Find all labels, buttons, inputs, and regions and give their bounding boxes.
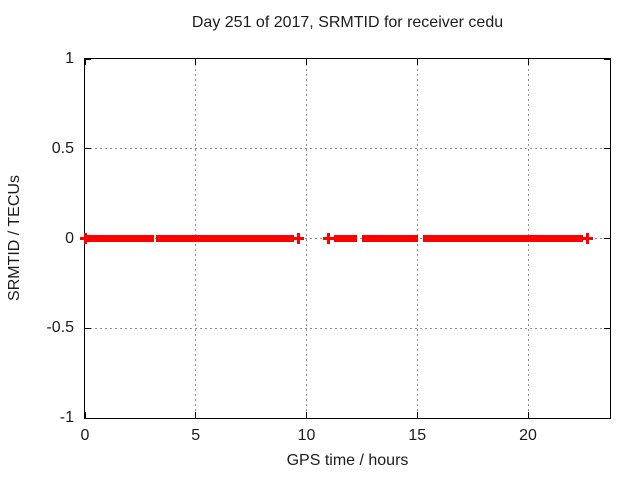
y-tick-label: 1: [65, 50, 74, 67]
data-segment: [85, 235, 154, 242]
plus-vertical-bar: [586, 233, 590, 244]
axis-tick: [604, 148, 610, 150]
axis-tick: [604, 417, 610, 419]
x-tick-label: 20: [519, 427, 537, 444]
axis-tick: [416, 412, 418, 418]
y-tick-label: 0: [65, 229, 74, 247]
axis-tick: [195, 412, 197, 418]
data-point-marker: [323, 233, 335, 244]
axis-tick: [527, 59, 529, 65]
axis-tick: [306, 59, 308, 65]
axis-tick: [84, 412, 86, 418]
axis-tick: [85, 417, 91, 419]
gridline-horizontal: [85, 148, 610, 150]
x-tick-label: 5: [191, 427, 201, 444]
axis-tick: [604, 58, 610, 60]
axis-tick: [416, 59, 418, 65]
plus-vertical-bar: [83, 233, 87, 244]
x-tick-label: 15: [408, 427, 427, 444]
axis-tick: [604, 327, 610, 329]
data-segment: [423, 235, 584, 242]
data-segment: [333, 235, 357, 242]
y-tick-label: -0.5: [46, 319, 74, 337]
x-tick-label: 0: [80, 427, 90, 444]
axis-tick: [84, 59, 86, 65]
data-point-marker: [293, 233, 305, 244]
data-point-marker: [582, 233, 594, 244]
axis-tick: [527, 412, 529, 418]
y-tick-label: -1: [59, 409, 74, 426]
gridline-horizontal: [85, 327, 610, 329]
data-segment: [155, 235, 295, 242]
axis-tick: [85, 58, 91, 60]
axis-tick: [306, 412, 308, 418]
plot-area: [79, 58, 611, 419]
axis-tick: [85, 148, 91, 150]
axis-tick: [195, 59, 197, 65]
axis-tick: [85, 327, 91, 329]
chart-title: Day 251 of 2017, SRMTID for receiver ced…: [191, 14, 504, 31]
data-segment: [361, 235, 419, 242]
axis-tick: [604, 238, 610, 239]
x-axis-label: GPS time / hours: [286, 452, 409, 469]
plus-vertical-bar: [327, 233, 331, 244]
x-tick-label: 10: [297, 427, 316, 444]
plus-vertical-bar: [297, 233, 301, 244]
data-point-marker: [79, 233, 91, 244]
y-tick-label: 0.5: [51, 139, 74, 157]
